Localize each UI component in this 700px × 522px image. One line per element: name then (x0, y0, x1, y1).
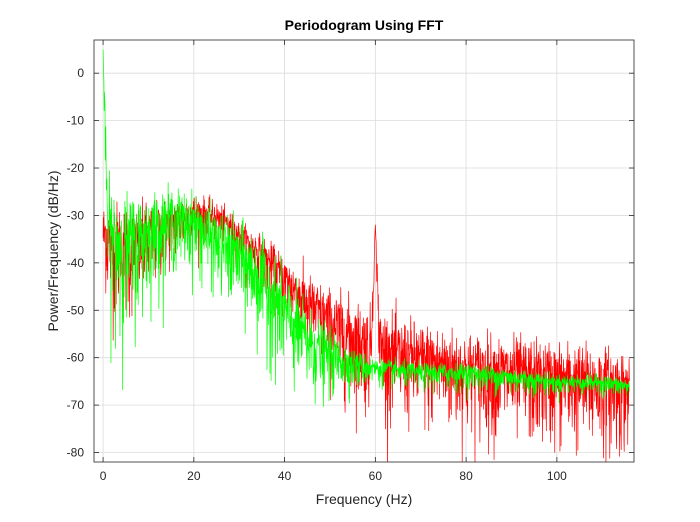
series-group (102, 49, 630, 462)
chart-title: Periodogram Using FFT (285, 17, 444, 33)
x-axis-label: Frequency (Hz) (316, 491, 412, 507)
y-tick-label: -80 (67, 446, 85, 460)
x-tick-label: 20 (187, 469, 201, 483)
y-tick-label: -50 (67, 303, 85, 317)
y-tick-label: -40 (67, 256, 85, 270)
y-axis-ticks: 0 -10 -20 -30 -40 -50 -60 -70 -80 (67, 66, 634, 460)
x-tick-label: 100 (547, 469, 567, 483)
x-tick-label: 40 (278, 469, 292, 483)
y-tick-label: -20 (67, 161, 85, 175)
x-tick-label: 80 (459, 469, 473, 483)
x-tick-label: 0 (100, 469, 107, 483)
x-axis-ticks: 0 20 40 60 80 100 (100, 40, 567, 483)
y-gridlines (94, 72, 634, 453)
series-line-1 (102, 49, 630, 408)
y-tick-label: -60 (67, 351, 85, 365)
y-tick-label: 0 (77, 66, 84, 80)
y-axis-label: Power/Frequency (dB/Hz) (45, 170, 61, 331)
plot-frame (93, 39, 635, 463)
y-tick-label: -70 (67, 398, 85, 412)
x-tick-label: 60 (369, 469, 383, 483)
y-tick-label: -30 (67, 208, 85, 222)
y-tick-label: -10 (67, 114, 85, 128)
x-gridlines (102, 40, 558, 462)
